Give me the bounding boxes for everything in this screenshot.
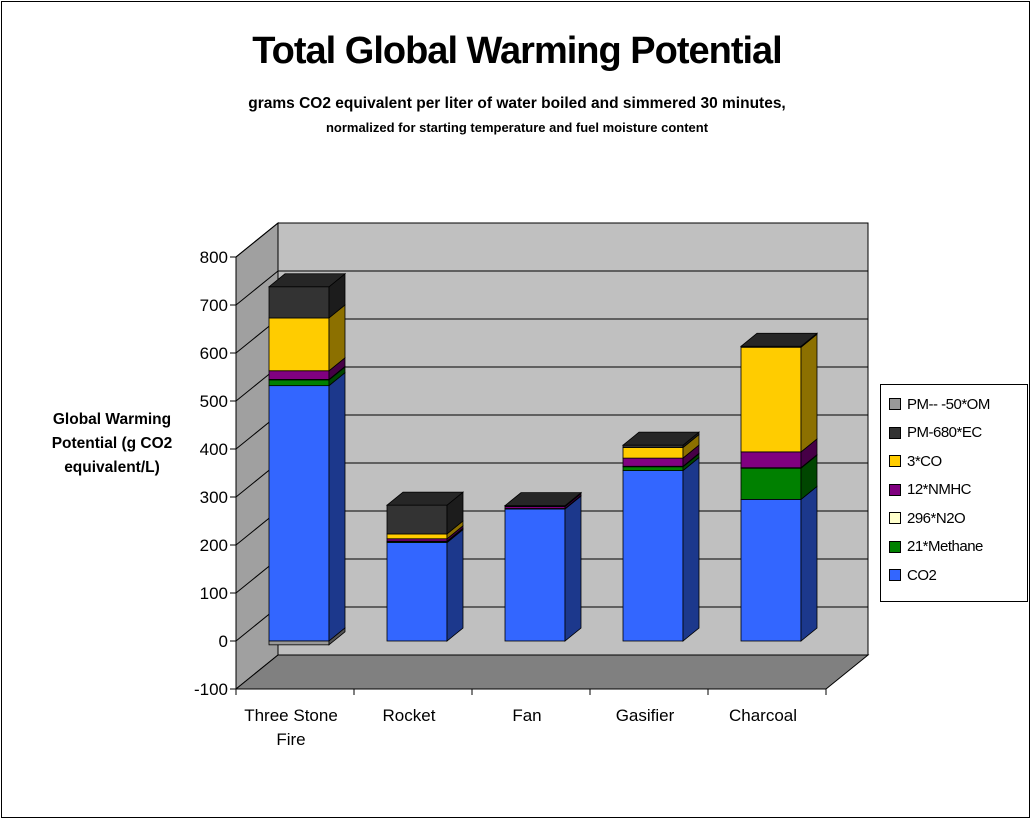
chart-subtitle-line-1: grams CO2 equivalent per liter of water …	[248, 95, 786, 112]
legend-item: CO2	[889, 564, 937, 586]
legend-label: 21*Methane	[907, 538, 983, 555]
y-tick-label: 500	[200, 392, 228, 411]
bar-segment	[504, 508, 566, 642]
y-tick-label: 100	[200, 584, 228, 603]
bar-segment	[622, 470, 684, 642]
legend-item: PM-680*EC	[889, 422, 982, 444]
bar-segment	[386, 542, 448, 642]
chart-floor	[234, 654, 870, 690]
bar-segment	[268, 317, 330, 372]
bar-segment	[740, 451, 802, 469]
gridline	[235, 270, 279, 306]
legend-item: 21*Methane	[889, 536, 983, 558]
y-axis-label-line: Potential (g CO2	[51, 435, 173, 452]
legend-label: PM-680*EC	[907, 424, 982, 441]
y-axis-label-line: Global Warming	[52, 411, 172, 428]
bar-segment	[268, 385, 330, 642]
bar-segment-side	[328, 371, 346, 642]
legend-item: PM-- -50*OM	[889, 393, 990, 415]
bar-segment	[622, 466, 684, 472]
bar-segment-side	[564, 495, 582, 642]
legend-swatch	[889, 426, 901, 439]
legend-item: 296*N2O	[889, 507, 966, 529]
y-tick-label: 800	[200, 248, 228, 267]
legend-swatch	[889, 569, 901, 581]
bar-segment-side	[446, 528, 464, 642]
x-tick-label: Fire	[276, 730, 305, 749]
y-axis-label-line: equivalent/L)	[64, 459, 160, 476]
bar-segment	[268, 370, 330, 380]
bar-top-face	[385, 491, 465, 506]
legend-swatch	[889, 398, 901, 410]
chart-legend: PM-- -50*OM PM-680*EC 3*CO 12*NMHC 296*N2O 21…	[880, 384, 1028, 602]
legend-swatch	[889, 483, 901, 496]
y-tick-label: 700	[200, 296, 228, 315]
bar-segment	[740, 498, 802, 642]
bar-top-face	[267, 273, 347, 288]
bar-segment-side	[800, 485, 818, 642]
x-tick-label: Three Stone	[244, 706, 338, 725]
legend-swatch	[889, 540, 901, 553]
legend-swatch	[889, 512, 901, 524]
y-tick-label: 200	[200, 536, 228, 555]
legend-item: 12*NMHC	[889, 479, 972, 501]
x-tick-label: Gasifier	[616, 706, 675, 725]
legend-label: 12*NMHC	[907, 481, 972, 498]
chart-subtitle-line-2: normalized for starting temperature and …	[325, 120, 709, 135]
x-tick-label: Rocket	[383, 706, 436, 725]
bar-segment	[268, 286, 330, 319]
legend-label: 3*CO	[907, 452, 942, 470]
bar-segment	[386, 533, 448, 540]
y-tick-label: 0	[219, 632, 228, 651]
bar-segment	[740, 346, 802, 453]
y-axis-label: Global Warming Potential (g CO2 equivale…	[22, 408, 202, 480]
x-tick-label: Charcoal	[729, 706, 797, 725]
bar-segment-side	[328, 627, 346, 646]
bar-segment	[740, 467, 802, 500]
bar-segment	[268, 379, 330, 387]
legend-item: 3*CO	[889, 450, 942, 472]
gridline	[235, 222, 279, 258]
bar-segment	[268, 640, 330, 646]
bar-segment	[622, 447, 684, 459]
bar-segment-side	[682, 456, 700, 642]
bar-segment-side	[800, 333, 818, 453]
legend-label: PM-- -50*OM	[907, 395, 990, 413]
bar-top-face	[739, 332, 819, 347]
legend-label: CO2	[907, 566, 937, 584]
y-tick-label: 400	[200, 440, 228, 459]
y-tick-label: 600	[200, 344, 228, 363]
chart-title: Total Global Warming Potential	[252, 30, 782, 72]
bar-top-face	[503, 492, 583, 507]
y-tick-label: 300	[200, 488, 228, 507]
x-tick-label: Fan	[512, 706, 541, 725]
legend-swatch	[889, 455, 901, 467]
y-tick-label: -100	[194, 680, 228, 699]
bar-segment	[622, 457, 684, 467]
bar-top-face	[621, 431, 701, 446]
bar-segment	[386, 504, 448, 535]
legend-label: 296*N2O	[907, 509, 966, 527]
